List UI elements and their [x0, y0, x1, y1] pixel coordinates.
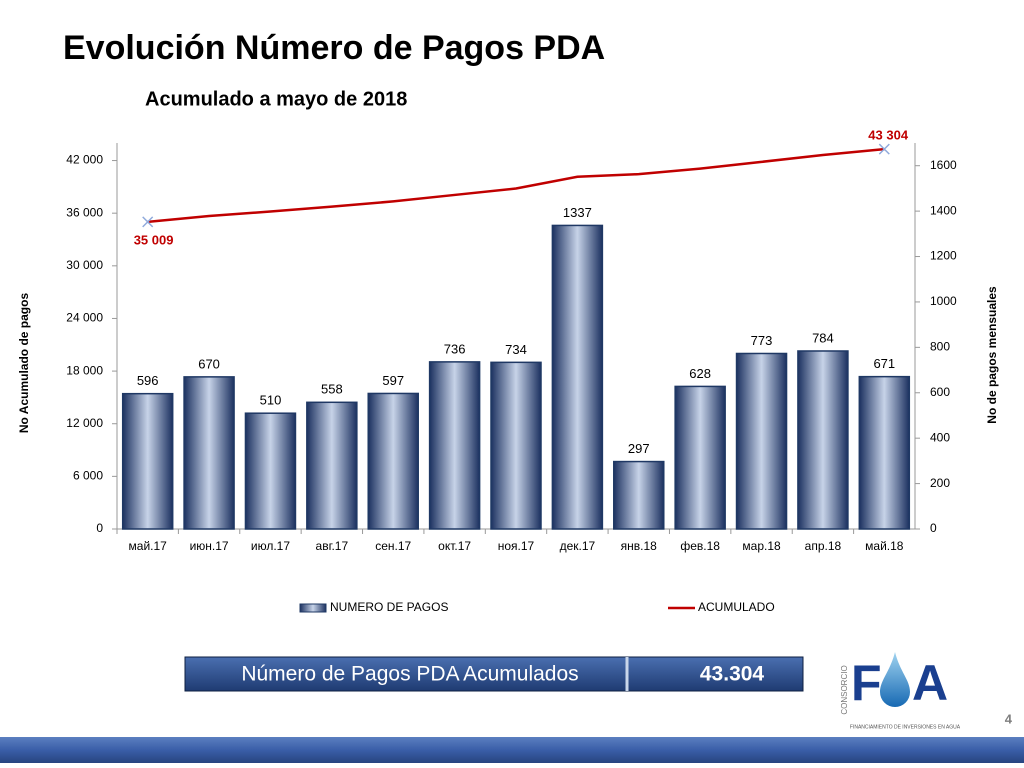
y2-axis-label: No de pagos mensuales: [985, 286, 999, 424]
logo-drop: [880, 652, 910, 707]
x-tick-label: ноя.17: [498, 539, 535, 553]
y2-tick-label: 800: [930, 340, 950, 354]
bar-value-label: 510: [260, 393, 282, 408]
bar: [674, 385, 726, 530]
chart-title: Evolución Número de Pagos PDA: [63, 29, 605, 67]
line-value-label: 43 304: [868, 128, 909, 143]
y-axis-label: No Acumulado de pagos: [17, 293, 31, 434]
logo-tagline: FINANCIAMIENTO DE INVERSIONES EN AGUA: [850, 724, 961, 730]
y2-tick-label: 0: [930, 521, 937, 535]
x-tick-label: дек.17: [560, 539, 596, 553]
bar-value-label: 597: [382, 373, 404, 388]
bar-value-label: 734: [505, 342, 527, 357]
x-tick-label: фев.18: [680, 539, 720, 553]
y2-tick-label: 1000: [930, 294, 957, 308]
point-marker: [142, 216, 154, 228]
footer-band: [0, 737, 1024, 763]
logo-a: A: [912, 655, 948, 711]
bar-value-label: 558: [321, 382, 343, 397]
bar-value-label: 736: [444, 341, 466, 356]
point-marker: [878, 143, 890, 155]
x-tick-label: апр.18: [805, 539, 842, 553]
summary-value: 43.304: [700, 663, 765, 686]
y-tick-label: 30 000: [66, 258, 103, 272]
x-tick-label: янв.18: [621, 539, 658, 553]
x-tick-label: май.18: [865, 539, 904, 553]
legend-swatch: [299, 603, 327, 613]
plot: 0 6 000 12 000 18 000 24 000 30 000 36 000 42 0…: [66, 128, 957, 615]
y-tick-label: 0: [96, 521, 103, 535]
bar-value-label: 784: [812, 330, 834, 345]
summary-label: Número de Pagos PDA Acumulados: [241, 663, 578, 686]
x-tick-label: май.17: [129, 539, 168, 553]
y2-tick-label: 1400: [930, 203, 957, 217]
bar: [306, 401, 358, 530]
y-tick-label: 12 000: [66, 416, 103, 430]
y-tick-label: 42 000: [66, 153, 103, 167]
bar: [735, 352, 788, 530]
line-value-label: 35 009: [134, 232, 174, 247]
bar: [551, 224, 604, 530]
y-tick-label: 24 000: [66, 311, 103, 325]
y2-tick-label: 600: [930, 385, 950, 399]
y-tick-label: 18 000: [66, 363, 103, 377]
bar: [797, 350, 849, 530]
x-tick-label: сен.17: [375, 539, 411, 553]
y2-tick-label: 1200: [930, 249, 957, 263]
legend-label: NUMERO DE PAGOS: [330, 600, 448, 614]
logo-f: F: [851, 655, 882, 711]
bar: [121, 392, 174, 530]
bar-value-label: 670: [198, 356, 220, 371]
bar: [490, 361, 542, 530]
bar: [244, 412, 297, 530]
bar: [858, 375, 911, 530]
legend-label: ACUMULADO: [698, 600, 775, 614]
summary-box: [184, 656, 804, 692]
page-number: 4: [1005, 711, 1013, 726]
bar-value-label: 671: [873, 356, 895, 371]
bar: [183, 376, 235, 530]
chart-subtitle: Acumulado a mayo de 2018: [145, 88, 407, 110]
y-tick-label: 36 000: [66, 205, 103, 219]
bar: [428, 361, 481, 530]
y2-tick-label: 200: [930, 476, 950, 490]
x-tick-label: окт.17: [438, 539, 471, 553]
bar-value-label: 1337: [563, 205, 592, 220]
y-tick-label: 6 000: [73, 469, 103, 483]
x-tick-label: июн.17: [190, 539, 229, 553]
bar: [367, 392, 419, 530]
bar-value-label: 596: [137, 373, 159, 388]
x-tick-label: июл.17: [251, 539, 290, 553]
bar-value-label: 297: [628, 441, 650, 456]
bar: [613, 460, 665, 530]
bar-value-label: 773: [751, 333, 773, 348]
x-tick-label: авг.17: [316, 539, 349, 553]
bar-value-label: 628: [689, 366, 711, 381]
y2-tick-label: 1600: [930, 158, 957, 172]
y2-tick-label: 400: [930, 430, 950, 444]
x-tick-label: мар.18: [742, 539, 781, 553]
logo-vertical: CONSORCIO: [840, 665, 849, 714]
line: [147, 147, 885, 224]
